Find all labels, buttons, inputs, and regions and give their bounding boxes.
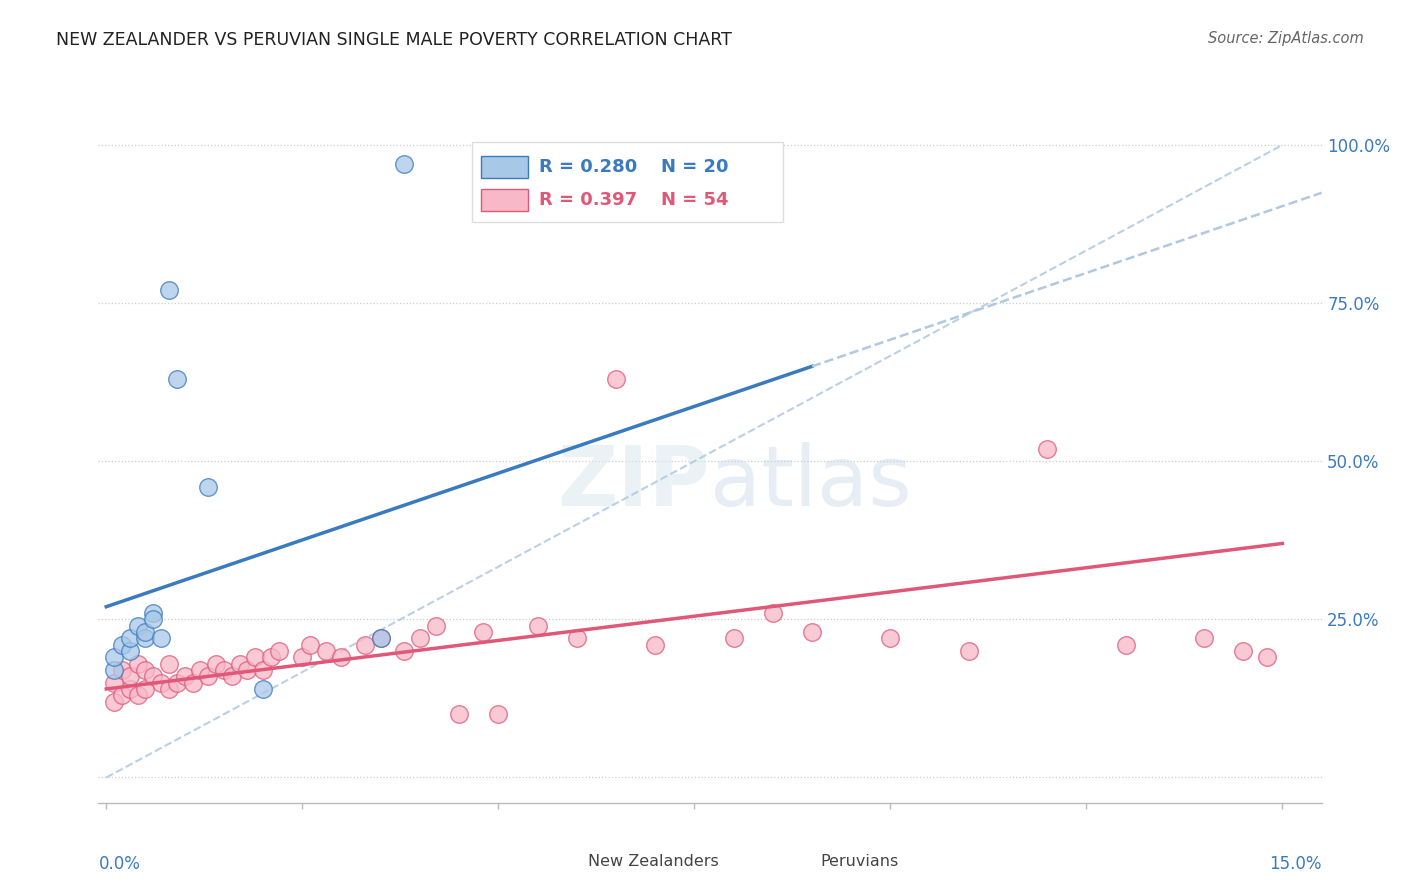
- FancyBboxPatch shape: [481, 156, 527, 178]
- Point: [245, 650, 267, 665]
- Point: [166, 372, 188, 386]
- Text: R = 0.280: R = 0.280: [538, 158, 637, 176]
- Point: [392, 644, 416, 658]
- Point: [1036, 442, 1059, 456]
- Point: [150, 632, 173, 646]
- Point: [370, 632, 392, 646]
- Text: ZIP: ZIP: [558, 442, 710, 524]
- Point: [723, 632, 745, 646]
- FancyBboxPatch shape: [538, 852, 578, 871]
- Point: [260, 650, 283, 665]
- Point: [879, 632, 901, 646]
- Point: [118, 632, 141, 646]
- Point: [471, 625, 494, 640]
- Point: [197, 479, 219, 493]
- Point: [127, 688, 149, 702]
- Point: [111, 638, 134, 652]
- Point: [205, 657, 228, 671]
- Text: 15.0%: 15.0%: [1270, 855, 1322, 873]
- Point: [762, 606, 785, 620]
- Point: [565, 632, 588, 646]
- Point: [142, 669, 165, 683]
- Point: [157, 681, 180, 696]
- Text: N = 54: N = 54: [661, 191, 728, 210]
- Point: [111, 663, 134, 677]
- Point: [157, 657, 180, 671]
- Point: [1115, 638, 1137, 652]
- Point: [957, 644, 980, 658]
- Point: [157, 284, 180, 298]
- Point: [330, 650, 353, 665]
- Point: [181, 675, 204, 690]
- Point: [801, 625, 824, 640]
- Point: [252, 663, 274, 677]
- Point: [449, 707, 471, 722]
- Point: [392, 157, 416, 171]
- Text: New Zealanders: New Zealanders: [588, 854, 718, 869]
- Point: [221, 669, 243, 683]
- Point: [1192, 632, 1215, 646]
- Point: [425, 618, 447, 632]
- Point: [111, 688, 134, 702]
- Point: [103, 650, 125, 665]
- Point: [127, 618, 149, 632]
- Point: [299, 638, 322, 652]
- Y-axis label: Single Male Poverty: Single Male Poverty: [0, 379, 7, 531]
- Point: [644, 638, 666, 652]
- Point: [252, 681, 274, 696]
- Point: [103, 695, 125, 709]
- Point: [166, 675, 188, 690]
- Point: [1232, 644, 1254, 658]
- Point: [1256, 650, 1278, 665]
- Point: [127, 657, 149, 671]
- Point: [173, 669, 195, 683]
- Point: [142, 612, 165, 626]
- Point: [188, 663, 212, 677]
- Text: Peruvians: Peruvians: [820, 854, 898, 869]
- Text: 0.0%: 0.0%: [98, 855, 141, 873]
- Point: [605, 372, 627, 386]
- Point: [228, 657, 250, 671]
- Point: [197, 669, 219, 683]
- FancyBboxPatch shape: [471, 142, 783, 222]
- Point: [486, 707, 509, 722]
- FancyBboxPatch shape: [772, 852, 810, 871]
- Point: [103, 675, 125, 690]
- Point: [142, 606, 165, 620]
- Point: [134, 625, 156, 640]
- Point: [370, 632, 392, 646]
- Point: [118, 669, 141, 683]
- Point: [409, 632, 432, 646]
- Point: [291, 650, 314, 665]
- Point: [118, 681, 141, 696]
- Text: Source: ZipAtlas.com: Source: ZipAtlas.com: [1208, 31, 1364, 46]
- Point: [354, 638, 377, 652]
- Point: [315, 644, 337, 658]
- Point: [118, 644, 141, 658]
- Point: [103, 663, 125, 677]
- Point: [134, 632, 156, 646]
- Point: [526, 618, 548, 632]
- Point: [134, 663, 156, 677]
- Point: [134, 681, 156, 696]
- Point: [212, 663, 235, 677]
- Point: [267, 644, 290, 658]
- Text: R = 0.397: R = 0.397: [538, 191, 637, 210]
- FancyBboxPatch shape: [481, 189, 527, 211]
- Point: [236, 663, 259, 677]
- Text: NEW ZEALANDER VS PERUVIAN SINGLE MALE POVERTY CORRELATION CHART: NEW ZEALANDER VS PERUVIAN SINGLE MALE PO…: [56, 31, 733, 49]
- Text: atlas: atlas: [710, 442, 911, 524]
- Point: [150, 675, 173, 690]
- Text: N = 20: N = 20: [661, 158, 728, 176]
